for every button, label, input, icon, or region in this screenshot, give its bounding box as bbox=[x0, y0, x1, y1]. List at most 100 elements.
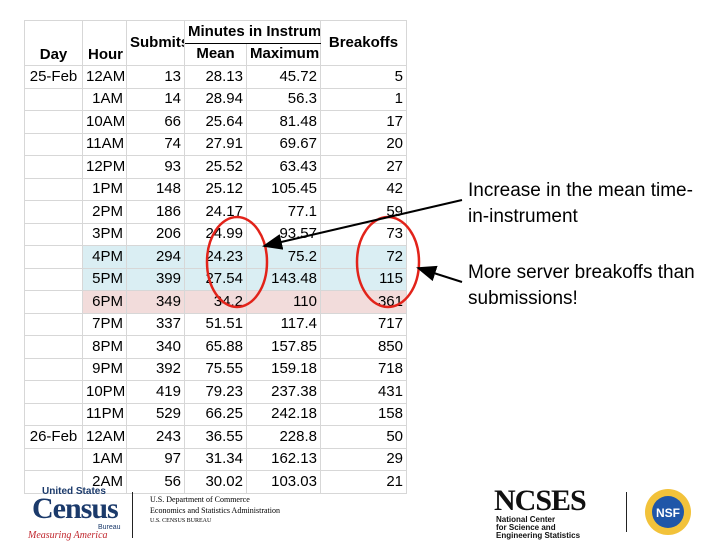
cell-submits: 66 bbox=[126, 110, 185, 134]
cell-hour: 9PM bbox=[82, 357, 127, 381]
cell-maximum: 143.48 bbox=[246, 267, 321, 291]
table-row: 2PM 186 24.17 77.1 59 bbox=[24, 200, 407, 224]
table-row: 10AM 66 25.64 81.48 17 bbox=[24, 110, 407, 134]
census-bureau-logo: United States Census Bureau Measuring Am… bbox=[28, 486, 128, 541]
arrow-to-breakoffs bbox=[416, 265, 463, 283]
cell-breakoffs: 17 bbox=[320, 110, 407, 134]
cell-day bbox=[24, 222, 83, 246]
census-logo-top: United States bbox=[42, 486, 106, 497]
cell-maximum: 157.85 bbox=[246, 335, 321, 359]
cell-submits: 93 bbox=[126, 155, 185, 179]
cell-hour: 6PM bbox=[82, 290, 127, 314]
cell-hour: 1PM bbox=[82, 177, 127, 201]
callout-mean-increase: Increase in the mean time-in-instrument bbox=[468, 180, 693, 227]
cell-mean: 25.64 bbox=[184, 110, 247, 134]
header-minutes-in-instrument: Minutes in Instrument bbox=[184, 20, 321, 44]
cell-mean: 28.13 bbox=[184, 65, 247, 89]
header-mean: Mean bbox=[184, 42, 247, 66]
cell-mean: 24.17 bbox=[184, 200, 247, 224]
cell-breakoffs: 850 bbox=[320, 335, 407, 359]
cell-hour: 5PM bbox=[82, 267, 127, 291]
cell-maximum: 105.45 bbox=[246, 177, 321, 201]
census-logo-bureau: Bureau bbox=[98, 524, 121, 531]
table-row: 11PM 529 66.25 242.18 158 bbox=[24, 402, 407, 426]
header-breakoffs: Breakoffs bbox=[320, 20, 407, 66]
dept-line-2: Economics and Statistics Administration bbox=[150, 506, 280, 515]
cell-mean: 31.34 bbox=[184, 447, 247, 471]
cell-maximum: 69.67 bbox=[246, 132, 321, 156]
cell-maximum: 159.18 bbox=[246, 357, 321, 381]
header-maximum: Maximum bbox=[246, 42, 321, 66]
table-row: 4PM 294 24.23 75.2 72 bbox=[24, 245, 407, 269]
ncses-sub-line-1: National Center bbox=[496, 515, 556, 524]
cell-maximum: 117.4 bbox=[246, 312, 321, 336]
cell-submits: 392 bbox=[126, 357, 185, 381]
cell-hour: 3PM bbox=[82, 222, 127, 246]
cell-day: 26-Feb bbox=[24, 425, 83, 449]
ncses-logo: NCSES National Center for Science and En… bbox=[490, 484, 620, 540]
cell-day bbox=[24, 132, 83, 156]
cell-day bbox=[24, 267, 83, 291]
cell-submits: 56 bbox=[126, 470, 185, 494]
cell-mean: 24.23 bbox=[184, 245, 247, 269]
cell-hour: 1AM bbox=[82, 87, 127, 111]
cell-day: 25-Feb bbox=[24, 65, 83, 89]
breakoff-table: Day Hour Submits Minutes in Instrument B… bbox=[24, 20, 407, 494]
cell-breakoffs: 115 bbox=[320, 267, 407, 291]
cell-submits: 337 bbox=[126, 312, 185, 336]
cell-submits: 243 bbox=[126, 425, 185, 449]
cell-mean: 65.88 bbox=[184, 335, 247, 359]
cell-breakoffs: 1 bbox=[320, 87, 407, 111]
table-row: 12PM 93 25.52 63.43 27 bbox=[24, 155, 407, 179]
cell-day bbox=[24, 357, 83, 381]
cell-breakoffs: 361 bbox=[320, 290, 407, 314]
ncses-sub-line-2: for Science and bbox=[496, 523, 556, 532]
cell-mean: 51.51 bbox=[184, 312, 247, 336]
breakoff-table-container: Day Hour Submits Minutes in Instrument B… bbox=[24, 20, 407, 494]
cell-maximum: 237.38 bbox=[246, 380, 321, 404]
footer-divider-left bbox=[132, 492, 133, 538]
cell-day bbox=[24, 245, 83, 269]
cell-breakoffs: 717 bbox=[320, 312, 407, 336]
cell-submits: 14 bbox=[126, 87, 185, 111]
cell-submits: 206 bbox=[126, 222, 185, 246]
table-row: 9PM 392 75.55 159.18 718 bbox=[24, 357, 407, 381]
cell-hour: 2PM bbox=[82, 200, 127, 224]
cell-day bbox=[24, 380, 83, 404]
cell-hour: 12PM bbox=[82, 155, 127, 179]
cell-hour: 2AM bbox=[82, 470, 127, 494]
cell-submits: 148 bbox=[126, 177, 185, 201]
cell-maximum: 228.8 bbox=[246, 425, 321, 449]
cell-breakoffs: 59 bbox=[320, 200, 407, 224]
table-row: 1PM 148 25.12 105.45 42 bbox=[24, 177, 407, 201]
cell-mean: 25.12 bbox=[184, 177, 247, 201]
cell-maximum: 81.48 bbox=[246, 110, 321, 134]
cell-mean: 27.91 bbox=[184, 132, 247, 156]
header-submits: Submits bbox=[126, 20, 185, 66]
cell-submits: 419 bbox=[126, 380, 185, 404]
cell-submits: 97 bbox=[126, 447, 185, 471]
cell-hour: 10AM bbox=[82, 110, 127, 134]
cell-maximum: 77.1 bbox=[246, 200, 321, 224]
ncses-logo-subtitle: National Center for Science and Engineer… bbox=[496, 516, 580, 540]
table-row: 10PM 419 79.23 237.38 431 bbox=[24, 380, 407, 404]
cell-breakoffs: 73 bbox=[320, 222, 407, 246]
cell-day bbox=[24, 87, 83, 111]
cell-hour: 12AM bbox=[82, 65, 127, 89]
cell-maximum: 63.43 bbox=[246, 155, 321, 179]
table-row: 3PM 206 24.99 93.57 73 bbox=[24, 222, 407, 246]
cell-breakoffs: 27 bbox=[320, 155, 407, 179]
cell-hour: 11AM bbox=[82, 132, 127, 156]
cell-submits: 399 bbox=[126, 267, 185, 291]
cell-submits: 294 bbox=[126, 245, 185, 269]
header-day: Day bbox=[24, 20, 83, 66]
cell-day bbox=[24, 312, 83, 336]
cell-mean: 66.25 bbox=[184, 402, 247, 426]
cell-submits: 74 bbox=[126, 132, 185, 156]
table-row: 1AM 97 31.34 162.13 29 bbox=[24, 447, 407, 471]
cell-maximum: 45.72 bbox=[246, 65, 321, 89]
cell-breakoffs: 718 bbox=[320, 357, 407, 381]
cell-breakoffs: 42 bbox=[320, 177, 407, 201]
table-row: 25-Feb 12AM 13 28.13 45.72 5 bbox=[24, 65, 407, 89]
cell-maximum: 56.3 bbox=[246, 87, 321, 111]
